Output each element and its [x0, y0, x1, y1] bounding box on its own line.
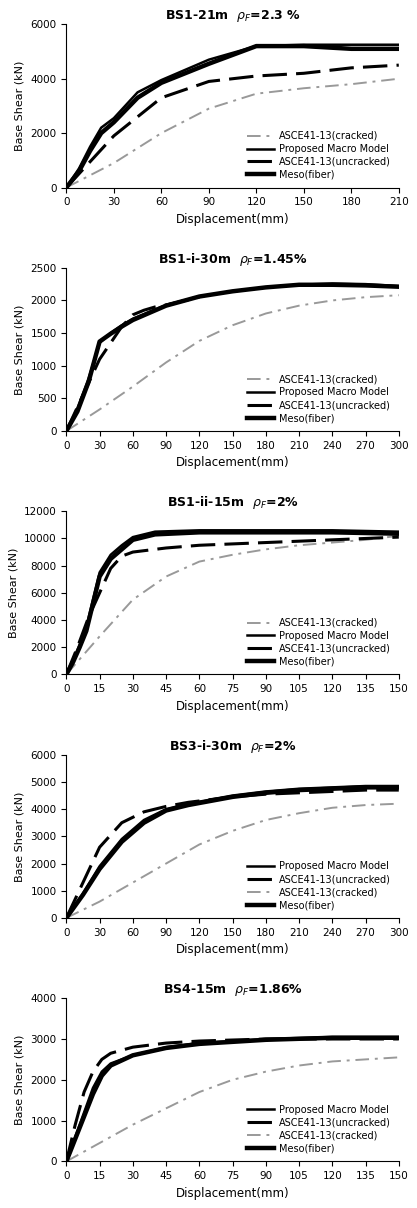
Y-axis label: Base Shear (kN): Base Shear (kN)	[15, 1034, 25, 1125]
Legend: ASCE41-13(cracked), Proposed Macro Model, ASCE41-13(uncracked), Meso(fiber): ASCE41-13(cracked), Proposed Macro Model…	[244, 615, 394, 669]
Y-axis label: Base Shear (kN): Base Shear (kN)	[15, 304, 25, 395]
Y-axis label: Base Shear (kN): Base Shear (kN)	[15, 60, 25, 151]
Y-axis label: Base Shear (kN): Base Shear (kN)	[15, 791, 25, 882]
Legend: ASCE41-13(cracked), Proposed Macro Model, ASCE41-13(uncracked), Meso(fiber): ASCE41-13(cracked), Proposed Macro Model…	[244, 128, 394, 182]
X-axis label: Displacement(mm): Displacement(mm)	[176, 1186, 289, 1200]
Y-axis label: Base Shear (kN): Base Shear (kN)	[8, 547, 18, 638]
Legend: ASCE41-13(cracked), Proposed Macro Model, ASCE41-13(uncracked), Meso(fiber): ASCE41-13(cracked), Proposed Macro Model…	[244, 372, 394, 426]
Legend: Proposed Macro Model, ASCE41-13(uncracked), ASCE41-13(cracked), Meso(fiber): Proposed Macro Model, ASCE41-13(uncracke…	[244, 859, 394, 913]
Title: BS3-i-30m  $\boldsymbol{\rho_F}$=2%: BS3-i-30m $\boldsymbol{\rho_F}$=2%	[169, 738, 296, 755]
X-axis label: Displacement(mm): Displacement(mm)	[176, 457, 289, 469]
X-axis label: Displacement(mm): Displacement(mm)	[176, 699, 289, 713]
Title: BS1-i-30m  $\boldsymbol{\rho_F}$=1.45%: BS1-i-30m $\boldsymbol{\rho_F}$=1.45%	[158, 251, 307, 268]
Title: BS1-ii-15m  $\boldsymbol{\rho_F}$=2%: BS1-ii-15m $\boldsymbol{\rho_F}$=2%	[167, 494, 299, 511]
X-axis label: Displacement(mm): Displacement(mm)	[176, 943, 289, 957]
Title: BS1-21m  $\boldsymbol{\rho_F}$=2.3 %: BS1-21m $\boldsymbol{\rho_F}$=2.3 %	[165, 8, 301, 24]
Legend: Proposed Macro Model, ASCE41-13(uncracked), ASCE41-13(cracked), Meso(fiber): Proposed Macro Model, ASCE41-13(uncracke…	[244, 1102, 394, 1156]
X-axis label: Displacement(mm): Displacement(mm)	[176, 213, 289, 226]
Title: BS4-15m  $\boldsymbol{\rho_F}$=1.86%: BS4-15m $\boldsymbol{\rho_F}$=1.86%	[163, 982, 303, 998]
